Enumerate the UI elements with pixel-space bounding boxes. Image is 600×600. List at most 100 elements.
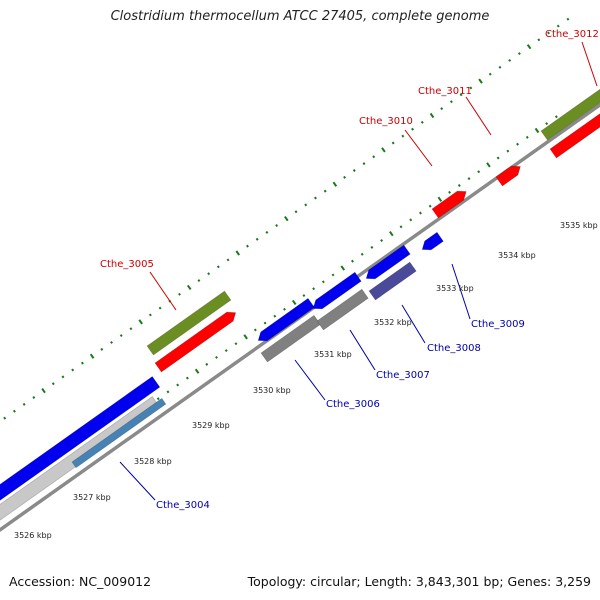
gene-label-cthe-3011[interactable]: Cthe_3011	[418, 86, 472, 97]
tick-dot	[243, 334, 248, 340]
gene-block-cthe-3007[interactable]	[316, 288, 369, 331]
tick-dot	[332, 181, 338, 187]
tick-dot	[12, 409, 16, 413]
tick-dot	[525, 135, 529, 139]
tick-dot	[22, 402, 26, 406]
tick-dot	[457, 184, 461, 187]
tick-dot	[71, 368, 75, 372]
label-leader-lines	[119, 41, 598, 501]
tick-dot	[275, 224, 279, 228]
tick-dot	[428, 204, 432, 208]
kbp-ticks: 3526 kbp 3527 kbp 3528 kbp 3529 kbp 3530 kbp…	[14, 221, 598, 540]
tick-dot	[362, 162, 366, 166]
tick-dot	[205, 362, 209, 366]
tick-dot	[100, 347, 104, 351]
tick-dot	[314, 196, 317, 200]
gene-block-cthe-3008[interactable]	[368, 261, 417, 301]
tick-label-3526-kbp: 3526 kbp	[14, 531, 52, 540]
tick-dot	[496, 156, 500, 160]
gene-label-cthe-3008[interactable]: Cthe_3008	[427, 343, 481, 354]
tick-dot	[556, 24, 560, 28]
tick-label-3528-kbp: 3528 kbp	[134, 457, 172, 466]
tick-dot	[273, 314, 277, 318]
tick-dot	[401, 134, 405, 138]
accession-text: Accession: NC_009012	[9, 574, 152, 589]
gene-label-cthe-3012[interactable]: Cthe_3012	[545, 29, 599, 40]
tick-dot	[534, 127, 540, 134]
cds-block-cthe-3006[interactable]	[257, 297, 315, 342]
tick-dot	[253, 328, 257, 332]
tick-dot	[41, 387, 46, 394]
tick-dot	[508, 58, 512, 62]
tick-dot	[381, 147, 386, 153]
tick-dot	[391, 141, 395, 145]
tick-dot	[547, 31, 550, 35]
tick-dot	[478, 78, 483, 84]
tick-dot	[302, 294, 306, 298]
leader-line-cthe-3006	[294, 359, 326, 401]
tick-dot	[440, 107, 444, 111]
tick-dot	[498, 65, 502, 69]
tick-label-3530-kbp: 3530 kbp	[253, 386, 291, 395]
tick-dot	[389, 231, 394, 237]
tick-dot	[340, 265, 346, 271]
tick-dot	[351, 259, 354, 263]
tick-dot	[370, 245, 374, 249]
cds-block-cthe-3007[interactable]	[312, 271, 362, 310]
tick-dot	[166, 390, 170, 394]
tick-dot	[186, 284, 192, 291]
gene-block-cthe-3012[interactable]	[540, 85, 600, 141]
tick-dot	[321, 280, 325, 284]
gene-block-cthe-3005[interactable]	[146, 290, 232, 356]
tick-dot	[51, 382, 55, 386]
tick-dot	[409, 218, 413, 222]
cds-block-cthe-3011[interactable]	[495, 165, 521, 187]
tick-dot	[537, 38, 541, 42]
leader-line-cthe-3009	[451, 263, 471, 320]
gene-label-cthe-3007[interactable]: Cthe_3007	[376, 370, 430, 381]
gene-label-cthe-3009[interactable]: Cthe_3009	[471, 319, 525, 330]
tick-label-3534-kbp: 3534 kbp	[498, 251, 536, 260]
tick-dot	[517, 52, 521, 56]
tick-dot	[246, 244, 249, 248]
gene-label-cthe-3004[interactable]: Cthe_3004	[156, 500, 210, 511]
tick-dot	[477, 170, 481, 174]
tick-dot	[263, 321, 267, 325]
tick-dot	[469, 86, 473, 90]
leader-line-cthe-3011	[465, 96, 492, 136]
cds-block-cthe-3008[interactable]	[365, 244, 411, 280]
tick-dot	[129, 327, 133, 331]
tick-dot	[291, 299, 297, 306]
cds-block-cthe-3009[interactable]	[421, 231, 444, 251]
tick-dot	[420, 120, 424, 124]
tick-dot	[419, 211, 422, 215]
gene-stripe-cthe-3004[interactable]	[71, 397, 167, 469]
leader-line-cthe-3010	[404, 129, 433, 167]
tick-dot	[158, 306, 162, 310]
tick-label-3533-kbp: 3533 kbp	[436, 284, 474, 293]
tick-label-3531-kbp: 3531 kbp	[314, 350, 352, 359]
tick-dot	[380, 239, 384, 243]
leader-line-cthe-3004	[119, 461, 156, 501]
cds-block-cthe-3010[interactable]	[431, 190, 467, 219]
tick-dot-rows	[3, 17, 570, 443]
tick-dot	[215, 355, 218, 359]
tick-dot	[226, 258, 230, 262]
cds-block-cthe-3005[interactable]	[154, 311, 237, 373]
tick-dot	[554, 115, 558, 119]
tick-dot	[459, 93, 463, 97]
tick-dot	[488, 72, 492, 76]
tick-dot	[216, 265, 220, 269]
map-title: Clostridium thermocellum ATCC 27405, com…	[110, 9, 490, 24]
tick-dot	[516, 142, 520, 146]
cds-block-cthe-3004[interactable]	[0, 376, 161, 502]
gene-label-cthe-3010[interactable]: Cthe_3010	[359, 116, 413, 127]
gene-label-cthe-3006[interactable]: Cthe_3006	[326, 399, 380, 410]
tick-dot	[449, 100, 453, 104]
gene-label-cthe-3005[interactable]: Cthe_3005	[100, 259, 154, 270]
tick-dot	[304, 203, 308, 207]
leader-line-cthe-3008	[401, 304, 426, 344]
tick-dot	[234, 342, 238, 346]
tick-dot	[566, 17, 570, 21]
tick-dot	[148, 313, 152, 317]
